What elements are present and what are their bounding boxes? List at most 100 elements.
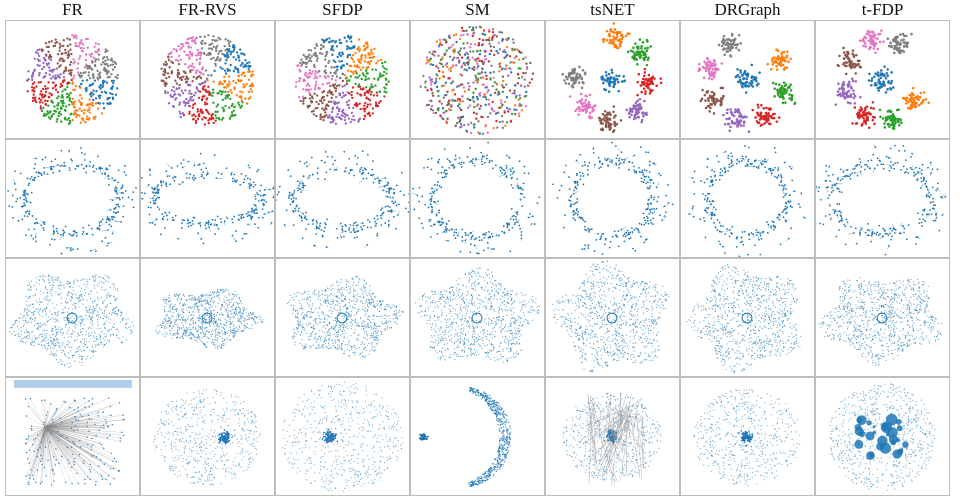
graph-node	[454, 154, 457, 157]
graph-node	[868, 72, 871, 76]
graph-node	[520, 237, 523, 240]
graph-node	[62, 75, 66, 79]
graph-node	[92, 76, 95, 80]
graph-node	[37, 97, 41, 100]
graph-node	[214, 59, 217, 62]
graph-node	[341, 85, 344, 88]
graph-node	[523, 78, 526, 81]
graph-node	[645, 182, 647, 185]
graph-node	[314, 52, 317, 56]
graph-node	[235, 230, 237, 233]
graph-node	[604, 125, 608, 129]
graph-node	[468, 25, 471, 29]
graph-node	[370, 90, 373, 94]
graph-node	[865, 32, 868, 36]
graph-node	[165, 182, 168, 184]
graph-node	[330, 96, 333, 100]
graph-node	[473, 244, 476, 247]
graph-node	[886, 68, 889, 71]
graph-node	[98, 96, 101, 100]
graph-node	[504, 38, 507, 41]
graph-node	[722, 95, 725, 98]
graph-node	[917, 103, 921, 107]
graph-node	[325, 171, 328, 174]
graph-node	[888, 125, 891, 128]
graph-node	[105, 81, 109, 84]
graph-node	[420, 222, 423, 225]
graph-node	[48, 53, 52, 57]
graph-node	[223, 44, 226, 48]
graph-node	[332, 59, 335, 62]
graph-node	[211, 112, 214, 116]
graph-node	[616, 46, 620, 50]
graph-node	[384, 222, 387, 224]
graph-node	[485, 74, 488, 78]
graph-node	[357, 45, 360, 49]
graph-node	[356, 163, 358, 166]
graph-node	[485, 232, 488, 234]
graph-node	[642, 114, 645, 118]
graph-node	[884, 119, 887, 122]
graph-node	[438, 211, 441, 214]
graph-node	[318, 227, 321, 230]
layout-cell-fr-row1	[5, 20, 140, 139]
graph-node	[485, 98, 488, 101]
graph-node	[618, 42, 622, 45]
graph-node	[302, 175, 305, 178]
graph-node	[216, 110, 219, 114]
graph-node	[846, 50, 849, 54]
graph-node	[350, 111, 354, 115]
graph-node	[380, 209, 382, 211]
graph-node	[91, 98, 95, 102]
graph-node	[191, 223, 194, 225]
graph-node	[338, 38, 341, 42]
graph-node	[46, 110, 49, 113]
graph-node	[184, 102, 187, 105]
graph-node	[449, 69, 453, 73]
graph-node	[651, 75, 655, 79]
graph-node	[506, 226, 509, 229]
graph-node	[768, 122, 772, 126]
graph-node	[576, 172, 578, 175]
graph-node	[166, 175, 169, 177]
graph-node	[638, 107, 641, 111]
graph-node	[241, 237, 244, 240]
graph-node	[788, 93, 791, 96]
graph-node	[470, 236, 473, 239]
graph-node	[85, 89, 88, 93]
graph-node	[836, 90, 840, 93]
graph-node	[204, 224, 207, 227]
graph-node	[64, 88, 67, 91]
graph-node	[70, 52, 73, 56]
graph-node	[448, 229, 451, 232]
graph-node	[313, 77, 316, 80]
graph-node	[470, 131, 473, 135]
graph-node	[47, 45, 50, 49]
graph-node	[742, 124, 745, 127]
graph-node	[305, 228, 307, 230]
graph-node	[641, 111, 645, 114]
graph-node	[315, 59, 319, 62]
graph-node	[712, 112, 716, 115]
layout-cell-tsnet-row2	[545, 139, 680, 258]
graph-node	[219, 82, 223, 85]
graph-node	[493, 33, 496, 37]
graph-node	[222, 109, 226, 113]
graph-node	[386, 184, 389, 187]
graph-node	[173, 179, 176, 182]
graph-node	[321, 107, 324, 110]
graph-node	[82, 226, 85, 229]
graph-node	[34, 236, 37, 238]
graph-node	[52, 165, 55, 168]
graph-node	[868, 45, 872, 49]
graph-node	[506, 53, 509, 57]
graph-node	[381, 207, 384, 210]
graph-node	[169, 95, 173, 98]
graph-node	[479, 104, 482, 108]
graph-node	[320, 52, 324, 56]
graph-node	[114, 93, 118, 96]
graph-node	[89, 249, 92, 252]
graph-node	[7, 190, 9, 192]
graph-node	[269, 188, 271, 191]
graph-node	[491, 84, 495, 88]
